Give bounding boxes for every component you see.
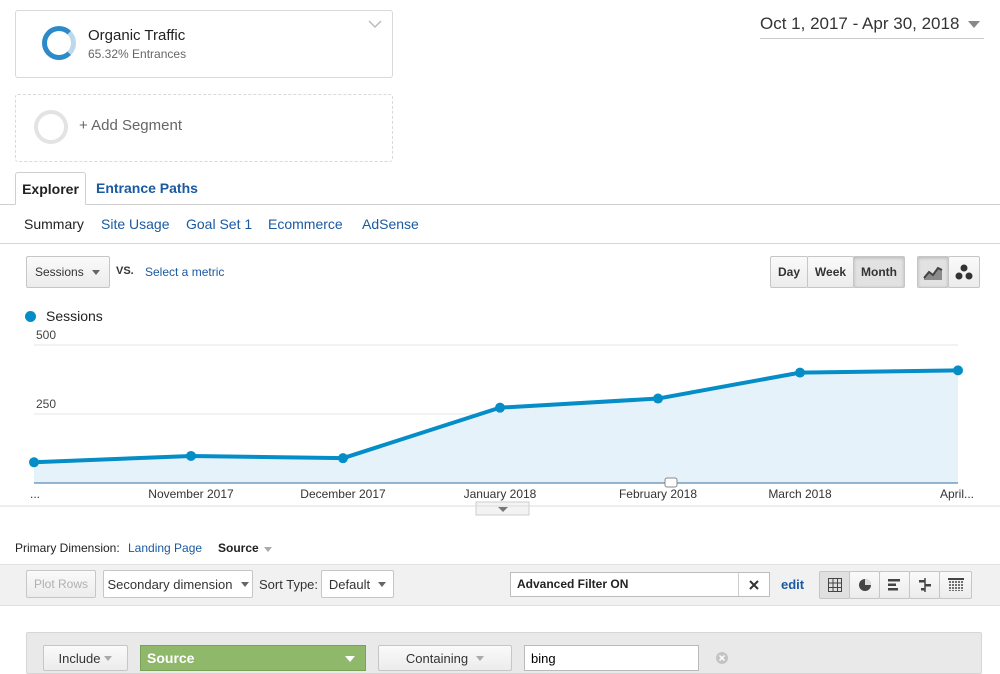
subnav-adsense[interactable]: AdSense bbox=[362, 216, 419, 232]
chart-collapse-caret-icon bbox=[498, 507, 508, 512]
granularity-week-button[interactable]: Week bbox=[807, 256, 854, 288]
x-tick-label: March 2018 bbox=[768, 487, 832, 501]
plot-rows-label: Plot Rows bbox=[33, 577, 89, 591]
match-type-label: Containing bbox=[405, 650, 469, 666]
date-range-text: Oct 1, 2017 - Apr 30, 2018 bbox=[760, 14, 960, 33]
sort-type-dropdown[interactable]: Default bbox=[321, 570, 394, 598]
granularity-week-label: Week bbox=[814, 265, 847, 279]
granularity-day-label: Day bbox=[777, 265, 800, 279]
data-point bbox=[186, 450, 196, 461]
dimension-source[interactable]: Source bbox=[218, 541, 272, 555]
primary-dimension-label: Primary Dimension: bbox=[15, 541, 120, 555]
x-tick-label: February 2018 bbox=[619, 487, 697, 501]
segment-donut-icon bbox=[42, 26, 76, 60]
data-point bbox=[338, 453, 348, 464]
sessions-area bbox=[34, 370, 958, 483]
caret-icon bbox=[240, 581, 249, 587]
date-range-caret-icon bbox=[968, 21, 980, 28]
remove-filter-icon[interactable] bbox=[715, 651, 729, 665]
edit-filter-link[interactable]: edit bbox=[781, 577, 805, 592]
legend-dot-icon bbox=[25, 310, 36, 322]
caret-icon bbox=[91, 269, 100, 275]
data-point bbox=[495, 402, 505, 413]
plot-rows-button[interactable]: Plot Rows bbox=[26, 570, 96, 598]
advanced-filter-field[interactable]: Advanced Filter ON bbox=[510, 572, 770, 597]
caret-icon bbox=[476, 655, 485, 661]
legend-sessions-label: Sessions bbox=[46, 308, 103, 324]
bubble-chart-icon bbox=[955, 264, 973, 280]
secondary-dimension-label: Secondary dimension bbox=[107, 576, 233, 592]
pivot-icon bbox=[947, 578, 964, 591]
metric-dropdown[interactable]: Sessions bbox=[26, 256, 110, 288]
date-range-picker[interactable]: Oct 1, 2017 - Apr 30, 2018 bbox=[760, 14, 984, 39]
close-icon bbox=[749, 579, 759, 590]
sort-type-label: Sort Type: bbox=[259, 577, 319, 592]
clear-filter-button[interactable] bbox=[738, 573, 769, 596]
sort-type-value: Default bbox=[328, 576, 371, 592]
segment-subtitle: 65.32% Entrances bbox=[88, 47, 187, 61]
x-tick-label: January 2018 bbox=[464, 487, 537, 501]
metric-dropdown-label: Sessions bbox=[35, 265, 84, 279]
subnav-ecommerce[interactable]: Ecommerce bbox=[268, 216, 343, 232]
caret-icon bbox=[345, 656, 355, 662]
table-view-button[interactable] bbox=[819, 571, 850, 599]
dimension-source-dropdown[interactable]: Source bbox=[140, 645, 366, 671]
subnav-divider bbox=[0, 243, 1000, 244]
chevron-down-icon[interactable] bbox=[367, 19, 383, 29]
comparison-icon bbox=[918, 578, 931, 592]
empty-segment-icon bbox=[34, 110, 68, 144]
bar-list-icon bbox=[887, 579, 900, 591]
add-segment-label: + Add Segment bbox=[79, 117, 182, 134]
y-tick-label: 250 bbox=[36, 397, 56, 411]
data-point bbox=[29, 457, 39, 468]
pivot-view-button[interactable] bbox=[939, 571, 972, 599]
data-point bbox=[653, 393, 663, 404]
y-tick-label: 500 bbox=[36, 330, 56, 342]
data-point bbox=[795, 367, 805, 378]
line-chart-icon bbox=[923, 266, 943, 280]
caret-icon bbox=[378, 581, 387, 587]
subnav-goal-set-1[interactable]: Goal Set 1 bbox=[186, 216, 253, 232]
motion-chart-view-button[interactable] bbox=[948, 256, 980, 288]
granularity-month-button[interactable]: Month bbox=[853, 256, 905, 288]
chart-legend: Sessions bbox=[25, 308, 103, 324]
segment-title: Organic Traffic bbox=[88, 27, 186, 44]
segment-card-organic[interactable]: Organic Traffic 65.32% Entrances bbox=[15, 10, 393, 78]
x-tick-label: December 2017 bbox=[300, 487, 386, 501]
performance-view-button[interactable] bbox=[879, 571, 910, 599]
data-point bbox=[953, 365, 963, 376]
grid-icon bbox=[827, 578, 842, 592]
granularity-day-button[interactable]: Day bbox=[770, 256, 808, 288]
comparison-view-button[interactable] bbox=[909, 571, 940, 599]
caret-icon bbox=[104, 655, 113, 661]
sessions-chart: 500 250... November 2017 December 2017 Janua… bbox=[0, 330, 1000, 516]
x-tick-label: April... bbox=[940, 487, 974, 501]
tab-explorer[interactable]: Explorer bbox=[15, 172, 86, 205]
dimension-source-label: Source bbox=[218, 541, 259, 555]
x-tick-label: ... bbox=[30, 487, 40, 501]
caret-icon bbox=[263, 547, 272, 552]
match-type-dropdown[interactable]: Containing bbox=[378, 645, 512, 671]
advanced-filter-text: Advanced Filter ON bbox=[517, 577, 629, 591]
subnav-summary[interactable]: Summary bbox=[24, 216, 84, 232]
tab-divider bbox=[0, 204, 1000, 205]
tab-explorer-label: Explorer bbox=[22, 180, 79, 197]
filter-value-input[interactable] bbox=[524, 645, 699, 671]
select-metric-link[interactable]: Select a metric bbox=[145, 265, 225, 279]
pie-view-button[interactable] bbox=[849, 571, 880, 599]
secondary-dimension-dropdown[interactable]: Secondary dimension bbox=[103, 570, 253, 598]
filter-dimension-label: Source bbox=[147, 650, 195, 666]
tab-entrance-paths[interactable]: Entrance Paths bbox=[96, 180, 198, 196]
include-dropdown[interactable]: Include bbox=[43, 645, 128, 671]
pie-chart-icon bbox=[858, 579, 871, 591]
add-segment-card[interactable]: + Add Segment bbox=[15, 94, 393, 162]
dimension-landing-page-link[interactable]: Landing Page bbox=[128, 541, 203, 555]
x-tick-label: November 2017 bbox=[148, 487, 234, 501]
vs-label: VS. bbox=[116, 265, 134, 277]
subnav-site-usage[interactable]: Site Usage bbox=[101, 216, 170, 232]
granularity-month-label: Month bbox=[861, 265, 897, 279]
annotation-icon bbox=[664, 477, 678, 488]
line-chart-view-button[interactable] bbox=[917, 256, 949, 288]
include-label: Include bbox=[58, 650, 101, 666]
